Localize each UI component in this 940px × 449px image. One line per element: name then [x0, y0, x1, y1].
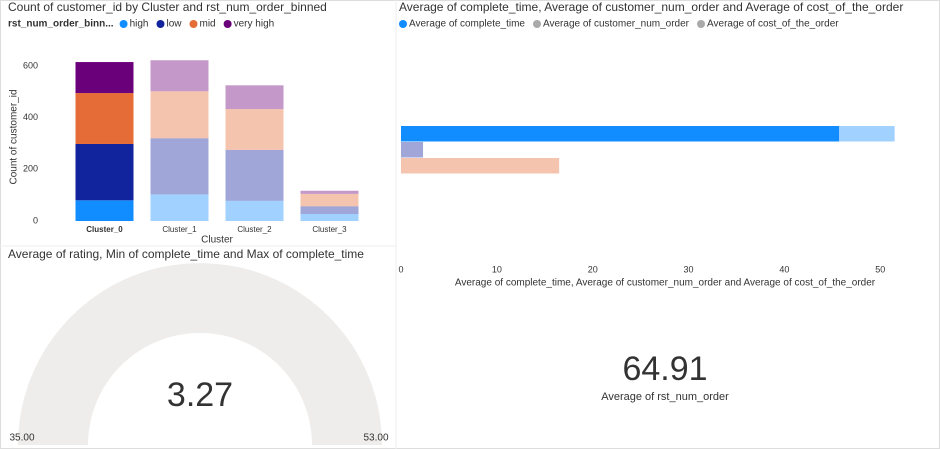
bar-segment [225, 200, 284, 221]
gauge-min: 35.00 [9, 433, 34, 444]
x-tick-label: Cluster_3 [312, 225, 347, 234]
chart-title: Count of customer_id by Cluster and rst_… [8, 0, 327, 14]
bar-segment [225, 149, 284, 201]
bar-segment [300, 190, 359, 194]
legend-label: low [166, 19, 182, 30]
legend-marker [223, 20, 232, 28]
bar-segment [75, 62, 134, 94]
legend-marker [189, 20, 198, 28]
y-tick-label: 0 [33, 215, 38, 225]
bar-segment [225, 109, 284, 150]
y-axis-title: Count of customer_id [9, 89, 20, 184]
gauge-track [18, 263, 382, 445]
bar-segment [75, 200, 134, 221]
bar-segment [150, 138, 209, 195]
card-value: 64.91 [622, 350, 707, 388]
legend-label: mid [200, 19, 216, 30]
card-label: Average of rst_num_order [601, 391, 729, 403]
legend-marker [156, 20, 165, 28]
legend-title: rst_num_order_binn... [8, 19, 114, 30]
x-axis-title: Average of complete_time, Average of cus… [455, 278, 876, 289]
x-tick-label: 30 [684, 264, 694, 274]
legend-marker [533, 20, 541, 28]
legend-marker [119, 20, 128, 28]
bar-segment [150, 60, 209, 92]
bar-segment [300, 214, 359, 221]
legend-marker [697, 20, 706, 28]
bar [401, 158, 560, 174]
x-tick-label: Cluster_1 [162, 225, 197, 234]
x-tick-label: 20 [588, 264, 598, 274]
legend-label: very high [234, 19, 275, 30]
x-tick-label: 0 [398, 264, 403, 274]
bar [401, 142, 424, 158]
bar-segment [150, 194, 209, 221]
bar-segment [300, 206, 359, 215]
y-tick-label: 600 [23, 60, 38, 70]
x-tick-label: Cluster_0 [86, 225, 123, 234]
legend-label: high [130, 19, 149, 30]
x-tick-label: 40 [779, 264, 789, 274]
bar-segment [225, 85, 284, 110]
x-axis-title: Cluster [201, 235, 233, 246]
legend-label: Average of customer_num_order [543, 19, 690, 30]
x-tick-label: Cluster_2 [237, 225, 272, 234]
gauge-max: 53.00 [363, 433, 388, 444]
bar-segment [150, 91, 209, 139]
legend-marker [399, 20, 407, 28]
y-tick-label: 200 [23, 164, 38, 174]
legend-label: Average of cost_of_the_order [707, 19, 839, 30]
y-tick-label: 400 [23, 112, 38, 122]
bar-segment [75, 143, 134, 201]
bar-segment [300, 193, 359, 207]
gauge-value: 3.27 [167, 376, 233, 414]
legend-label: Average of complete_time [409, 19, 525, 30]
chart-title: Average of complete_time, Average of cus… [399, 0, 903, 14]
bar-highlight [401, 126, 840, 142]
chart-title: Average of rating, Min of complete_time … [8, 247, 364, 261]
x-tick-label: 10 [492, 264, 502, 274]
bar-segment [75, 93, 134, 144]
x-tick-label: 50 [875, 264, 885, 274]
